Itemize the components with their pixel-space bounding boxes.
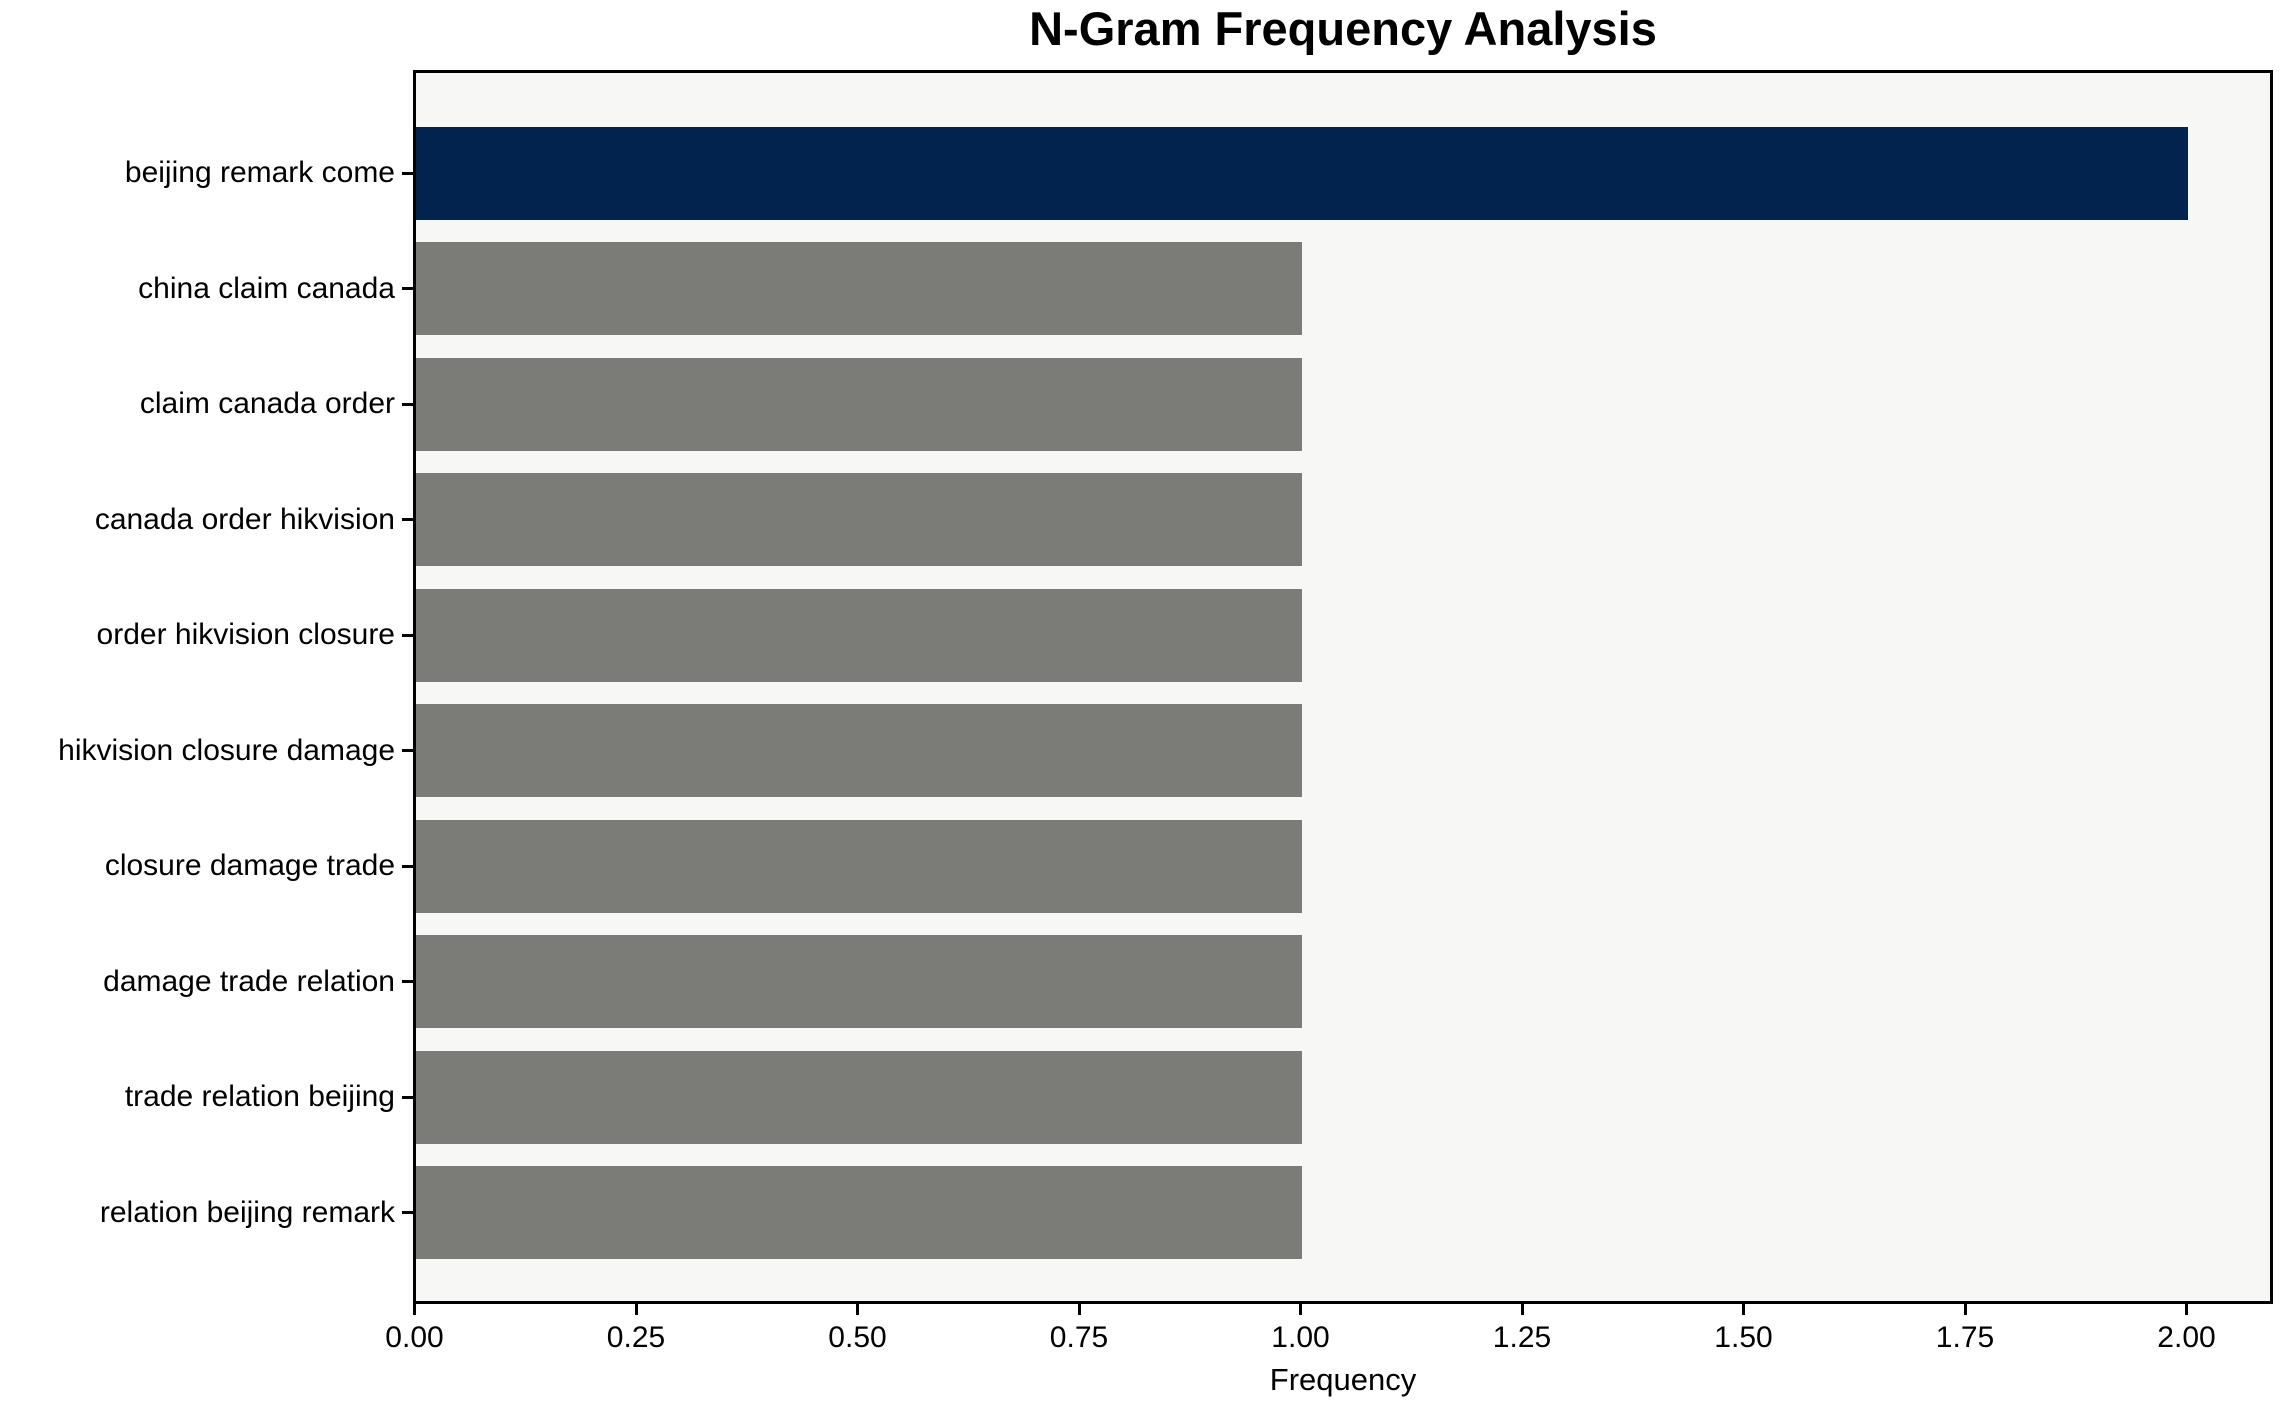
chart-title: N-Gram Frequency Analysis	[1029, 2, 1657, 55]
y-tick-mark	[402, 402, 413, 406]
y-tick-label: damage trade relation	[103, 964, 395, 998]
y-tick-mark	[402, 980, 413, 983]
x-tick-label: 1.50	[1714, 1321, 1773, 1354]
y-tick-mark	[402, 287, 413, 290]
x-tick-label: 0.00	[385, 1321, 444, 1354]
x-tick-label: 2.00	[2157, 1321, 2216, 1354]
x-tick-label: 0.75	[1049, 1321, 1109, 1354]
bar-order-hikvision-closure	[416, 588, 1302, 682]
x-tick-mark	[1520, 1304, 1524, 1315]
x-tick-label: 1.75	[1935, 1321, 1995, 1354]
bar-china-claim-canada	[416, 242, 1302, 335]
x-tick-label: 1.00	[1271, 1321, 1330, 1354]
y-tick-mark	[402, 1095, 413, 1099]
bar-canada-order-hikvision	[416, 473, 1302, 566]
x-tick-mark	[413, 1304, 416, 1315]
y-tick-mark	[402, 171, 413, 175]
bar-beijing-remark-come	[416, 126, 2188, 220]
x-tick-mark	[1963, 1304, 1967, 1315]
y-tick-label: closure damage trade	[104, 849, 395, 882]
x-tick-label: 0.25	[606, 1321, 666, 1354]
bar-hikvision-closure-damage	[416, 704, 1302, 797]
x-tick-mark	[1742, 1304, 1745, 1315]
x-tick-mark	[634, 1304, 638, 1315]
y-tick-mark	[402, 518, 413, 521]
bar-closure-damage-trade	[416, 819, 1302, 913]
x-tick-label: 0.50	[828, 1321, 887, 1354]
bar-damage-trade-relation	[416, 935, 1302, 1028]
y-tick-label: beijing remark come	[124, 156, 395, 189]
bar-relation-beijing-remark	[416, 1166, 1302, 1259]
y-tick-mark	[402, 1211, 413, 1214]
y-tick-mark	[402, 633, 413, 637]
y-tick-mark	[402, 749, 413, 752]
y-tick-label: hikvision closure damage	[58, 733, 395, 767]
x-tick-mark	[1299, 1304, 1302, 1315]
x-tick-mark	[1077, 1304, 1081, 1315]
y-tick-mark	[402, 864, 413, 868]
plot-area	[413, 70, 2273, 1304]
bar-claim-canada-order	[416, 357, 1302, 451]
x-axis-label: Frequency	[1269, 1362, 1417, 1397]
y-tick-label: trade relation beijing	[124, 1080, 395, 1113]
x-tick-label: 1.25	[1492, 1321, 1552, 1354]
y-tick-label: order hikvision closure	[96, 618, 395, 651]
bar-trade-relation-beijing	[416, 1050, 1302, 1144]
y-tick-label: relation beijing remark	[99, 1195, 395, 1229]
x-tick-mark	[856, 1304, 859, 1315]
x-tick-mark	[2185, 1304, 2188, 1315]
y-tick-label: canada order hikvision	[94, 502, 395, 536]
y-tick-label: china claim canada	[138, 271, 395, 305]
y-tick-label: claim canada order	[139, 387, 395, 420]
